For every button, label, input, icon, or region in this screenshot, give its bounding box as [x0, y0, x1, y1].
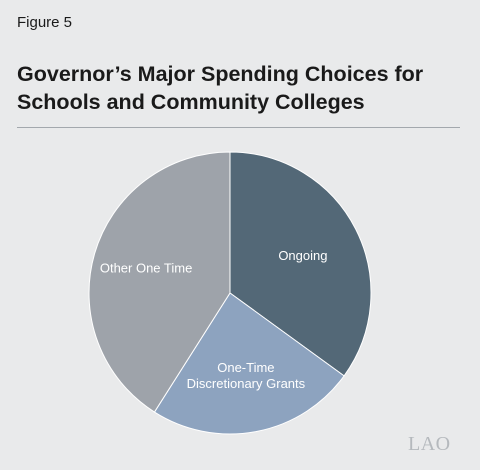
figure-label: Figure 5 [17, 14, 73, 31]
lao-logo: LAO [408, 433, 451, 455]
pie-slice-other-one-time [88, 151, 231, 413]
slice-label: One-Time Discretionary Grants [187, 360, 306, 391]
slice-label: Ongoing [278, 248, 327, 263]
title-divider [17, 127, 460, 128]
pie-slice-ongoing [229, 151, 372, 377]
chart-title: Governor’s Major Spending Choices for Sc… [17, 62, 424, 114]
slice-label: Other One Time [100, 261, 192, 276]
pie-slice-one-time-discretionary-grants [153, 292, 345, 435]
